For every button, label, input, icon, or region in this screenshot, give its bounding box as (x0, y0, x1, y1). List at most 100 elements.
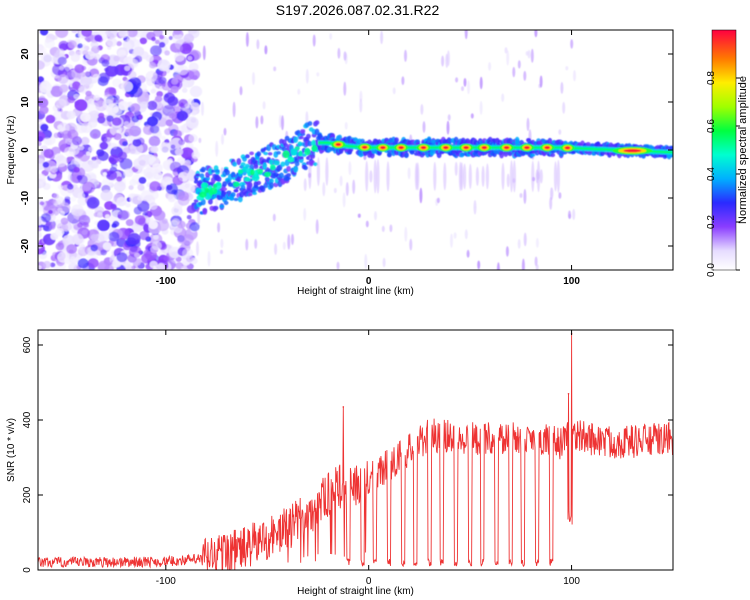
tail-blob (553, 161, 558, 192)
streak-blob (303, 178, 307, 192)
colorbar-label: Normalized spectral amplitude (737, 76, 749, 224)
noise-blob (127, 70, 137, 79)
streak-blob (297, 88, 301, 95)
streak-blob (352, 179, 356, 194)
tail-blob (373, 159, 377, 194)
noise-blob (149, 61, 156, 69)
streak-blob (264, 45, 268, 55)
noise-blob (187, 55, 193, 61)
noise-blob (116, 176, 123, 182)
streak-blob (315, 219, 319, 235)
ridge-blob (252, 191, 257, 195)
noise-blob (38, 136, 44, 142)
ridge-blob (247, 192, 253, 197)
noise-blob (57, 124, 63, 130)
noise-blob (74, 64, 85, 74)
x-tick-label: -100 (156, 576, 176, 587)
noise-blob (71, 204, 84, 217)
noise-blob (153, 171, 163, 180)
ridge-patch (294, 146, 300, 151)
noise-blob (175, 148, 184, 156)
noise-blob (67, 40, 77, 49)
noise-blob (132, 49, 141, 58)
streak-blob (333, 187, 337, 194)
streak-blob (245, 32, 249, 47)
snr-spike-point (567, 393, 570, 395)
noise-blob (54, 219, 63, 228)
peak-core (524, 146, 530, 150)
y-tick-label: 600 (22, 336, 33, 353)
streak-blob (539, 75, 543, 88)
noise-blob (145, 54, 154, 63)
noise-blob (86, 197, 100, 209)
streak-blob (365, 220, 369, 228)
streak-blob (344, 122, 348, 130)
noise-blob (116, 252, 128, 263)
streak-blob (470, 113, 474, 119)
ridge-blob (202, 208, 208, 215)
noise-blob (158, 41, 166, 48)
noise-blob (171, 43, 183, 54)
noise-blob (67, 96, 76, 104)
ridge-patch (297, 141, 303, 147)
noise-blob (94, 34, 103, 42)
noise-blob (153, 209, 166, 221)
noise-blob (59, 84, 69, 93)
tail-blob (539, 169, 543, 184)
noise-blob (188, 134, 198, 143)
streak-blob (198, 137, 202, 143)
streak-blob (272, 213, 276, 222)
noise-blob (88, 146, 94, 152)
noise-blob (139, 230, 150, 241)
streak-blob (337, 47, 341, 59)
noise-blob (58, 40, 69, 51)
noise-blob (147, 116, 159, 127)
noise-blob (97, 151, 109, 161)
streak-blob (305, 111, 309, 125)
noise-blob (77, 192, 86, 200)
streak-blob (343, 81, 347, 96)
ridge-patch (196, 188, 202, 193)
noise-blob (77, 174, 88, 185)
noise-blob (66, 244, 77, 254)
noise-blob (127, 233, 141, 245)
noise-blob (118, 151, 128, 160)
x-tick-label: 100 (563, 276, 580, 287)
noise-blob (108, 154, 119, 164)
noise-blob (150, 88, 156, 94)
ridge-blob (215, 169, 220, 173)
noise-blob (49, 224, 56, 230)
ridge-patch (282, 150, 290, 159)
noise-blob (174, 52, 185, 62)
noise-blob (161, 135, 166, 141)
ridge-blob (306, 133, 311, 139)
ridge-blob (307, 121, 313, 126)
noise-blob (177, 65, 189, 76)
noise-blob (187, 30, 198, 35)
ridge-blob (279, 172, 284, 179)
noise-blob (168, 36, 173, 40)
noise-blob (148, 220, 158, 230)
noise-blob (97, 116, 106, 124)
streak-blob (252, 72, 255, 85)
streak-blob (527, 49, 531, 59)
streak-blob (446, 50, 450, 67)
snr-panel: -100 0 100 0 200 400 600 Height of straight lin… (6, 329, 674, 597)
ridge-blob (404, 152, 409, 159)
streak-blob (461, 86, 464, 91)
colorbar-gradient (711, 29, 737, 271)
noise-blob (86, 151, 91, 156)
noise-blob (153, 234, 159, 240)
noise-blob (66, 110, 76, 120)
colorbar-tick-label: 0.4 (706, 167, 717, 181)
noise-blob (103, 94, 114, 104)
noise-blob (100, 249, 107, 256)
noise-blob (60, 217, 69, 225)
ridge-blob (269, 182, 274, 189)
ridge-patch (213, 183, 218, 188)
tail-blob (512, 160, 517, 193)
noise-blob (137, 196, 143, 201)
noise-blob (42, 183, 51, 190)
ridge-blob (286, 173, 291, 178)
ridge-blob (223, 200, 229, 205)
